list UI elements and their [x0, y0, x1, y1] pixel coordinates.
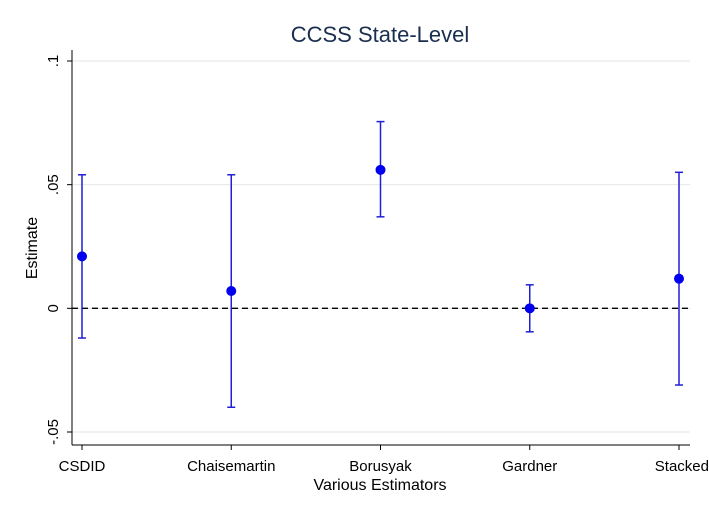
y-tick-label-3: -.05 [45, 419, 62, 445]
chart-title: CCSS State-Level [291, 22, 470, 47]
x-tick-label-1: Chaisemartin [187, 458, 275, 475]
point-1 [226, 286, 237, 297]
x-tick-label-0: CSDID [59, 458, 106, 475]
x-ticks: CSDID Chaisemartin Borusyak Gardner Stacked [59, 445, 709, 475]
y-tick-label-1: .05 [45, 174, 62, 195]
point-2 [375, 164, 386, 175]
x-axis-label: Various Estimators [313, 477, 446, 494]
point-3 [524, 303, 535, 314]
x-tick-label-3: Gardner [502, 458, 557, 475]
axes [71, 50, 690, 446]
y-ticks: .1 .05 0 -.05 [45, 55, 72, 445]
data-points [77, 120, 684, 409]
x-tick-label-4: Stacked [655, 458, 709, 475]
point-4 [674, 273, 684, 284]
x-tick-label-2: Borusyak [349, 458, 412, 475]
y-tick-label-0: .1 [45, 55, 62, 68]
y-axis-label: Estimate [24, 217, 41, 279]
y-tick-label-2: 0 [45, 304, 62, 312]
point-0 [77, 251, 87, 262]
grid-lines [72, 60, 690, 433]
